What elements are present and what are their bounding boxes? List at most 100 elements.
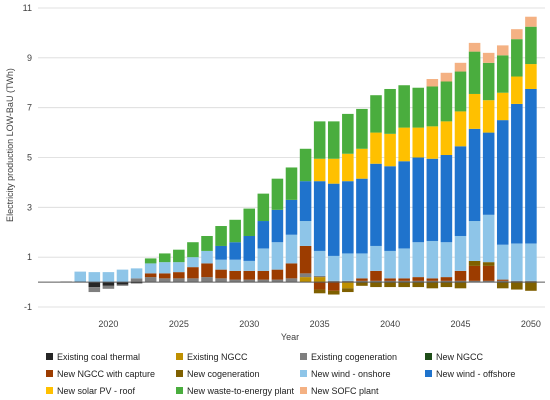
legend-swatch bbox=[425, 353, 432, 360]
bar-segment bbox=[187, 267, 199, 279]
bar-segment bbox=[313, 181, 326, 251]
bar-segment bbox=[468, 221, 481, 261]
bar-segment bbox=[384, 133, 396, 167]
bar-segment bbox=[440, 155, 453, 243]
bar-segment bbox=[130, 268, 143, 279]
x-tick-label: 2035 bbox=[310, 319, 330, 329]
bar-segment bbox=[370, 282, 382, 288]
bar-segment bbox=[229, 259, 241, 271]
bar-segment bbox=[370, 132, 382, 164]
bar-segment bbox=[144, 263, 157, 274]
bar-segment bbox=[342, 282, 354, 289]
bar-segment bbox=[511, 39, 523, 77]
bar-segment bbox=[440, 280, 453, 283]
bar-segment bbox=[187, 257, 199, 268]
bar-segment bbox=[144, 273, 157, 278]
bar-segment bbox=[271, 279, 284, 283]
legend-swatch bbox=[176, 387, 183, 394]
bar-segment bbox=[313, 158, 326, 182]
bar-segment bbox=[384, 166, 396, 251]
x-axis-title: Year bbox=[281, 332, 299, 342]
bar-segment bbox=[313, 282, 326, 290]
legend-item: Existing cogeneration bbox=[300, 352, 397, 362]
bar-segment bbox=[511, 282, 523, 290]
bar-segment bbox=[496, 45, 509, 56]
bar-segment bbox=[412, 242, 425, 278]
bar-segment bbox=[525, 282, 537, 291]
legend-label: New NGCC bbox=[436, 352, 484, 362]
legend-item: New SOFC plant bbox=[300, 386, 379, 396]
legend-label: New NGCC with capture bbox=[57, 369, 155, 379]
bar-segment bbox=[370, 280, 382, 283]
bar-segment bbox=[525, 64, 537, 89]
legend-swatch bbox=[300, 370, 307, 377]
bar-segment bbox=[187, 242, 199, 258]
bar-segment bbox=[327, 282, 340, 291]
bar-segment bbox=[327, 158, 340, 184]
bar-segment bbox=[257, 248, 270, 271]
bar-segment bbox=[426, 79, 439, 87]
bar-segment bbox=[257, 193, 270, 222]
bar-segment bbox=[525, 16, 537, 27]
legend-item: New solar PV - roof bbox=[46, 386, 136, 396]
bar-segment bbox=[454, 270, 467, 281]
legend-label: Existing coal thermal bbox=[57, 352, 140, 362]
bar-segment bbox=[454, 71, 467, 112]
bar-segment bbox=[201, 263, 213, 278]
bar-segment bbox=[257, 270, 270, 280]
legend-item: New cogeneration bbox=[176, 369, 260, 379]
legend-item: New waste-to-energy plant bbox=[176, 386, 295, 396]
bar-segment bbox=[257, 221, 270, 249]
x-tick-label: 2050 bbox=[521, 319, 541, 329]
bar-segment bbox=[412, 87, 425, 128]
bar-segment bbox=[398, 161, 410, 249]
bar-segment bbox=[158, 273, 171, 279]
bar-segment bbox=[173, 249, 185, 263]
bar-segment bbox=[454, 62, 467, 72]
bar-segment bbox=[398, 278, 410, 281]
bar-segment bbox=[173, 262, 185, 273]
bar-segment bbox=[215, 278, 227, 283]
legend-item: New wind - offshore bbox=[425, 369, 515, 379]
bar-segment bbox=[426, 282, 439, 289]
bar-segment bbox=[271, 269, 284, 280]
bar-segment bbox=[144, 277, 157, 283]
bar-segment bbox=[496, 55, 509, 93]
y-tick-label: 3 bbox=[27, 202, 32, 212]
bar-segment bbox=[342, 253, 354, 281]
bar-segment bbox=[426, 158, 439, 241]
bar-segment bbox=[356, 282, 368, 286]
bar-segment bbox=[454, 235, 467, 271]
bar-segment bbox=[426, 240, 439, 279]
bar-segment bbox=[482, 52, 495, 63]
axes: -1 1 3 5 7 9 11 2020 2025 2030 2035 2040 2045 2050 bbox=[23, 3, 545, 329]
y-tick-label: -1 bbox=[24, 302, 32, 312]
bar-segment bbox=[74, 271, 87, 282]
bar-segment bbox=[356, 278, 368, 281]
bar-segment bbox=[426, 278, 439, 281]
bar-segment bbox=[158, 253, 171, 263]
bar-segment bbox=[440, 242, 453, 278]
bar-segment bbox=[370, 163, 382, 246]
legend-label: New waste-to-energy plant bbox=[187, 386, 295, 396]
bar-segment bbox=[468, 265, 481, 281]
bar-segment bbox=[496, 279, 509, 281]
bar-segment bbox=[173, 272, 185, 279]
bar-segment bbox=[313, 275, 326, 278]
bar-segment bbox=[130, 282, 143, 284]
legend-swatch bbox=[46, 370, 53, 377]
legend-swatch bbox=[46, 353, 53, 360]
bar-segment bbox=[201, 235, 213, 251]
bar-segment bbox=[412, 282, 425, 288]
legend-item: New wind - onshore bbox=[300, 369, 391, 379]
bar-segment bbox=[370, 245, 382, 271]
bar-segment bbox=[229, 242, 241, 260]
bar-segment bbox=[496, 120, 509, 245]
bar-segment bbox=[440, 81, 453, 122]
bar-segment bbox=[327, 290, 340, 295]
bar-segment bbox=[525, 280, 537, 283]
legend-item: Existing coal thermal bbox=[46, 352, 140, 362]
bar-segment bbox=[370, 270, 382, 281]
bar-segment bbox=[88, 282, 101, 288]
bar-segment bbox=[468, 93, 481, 129]
